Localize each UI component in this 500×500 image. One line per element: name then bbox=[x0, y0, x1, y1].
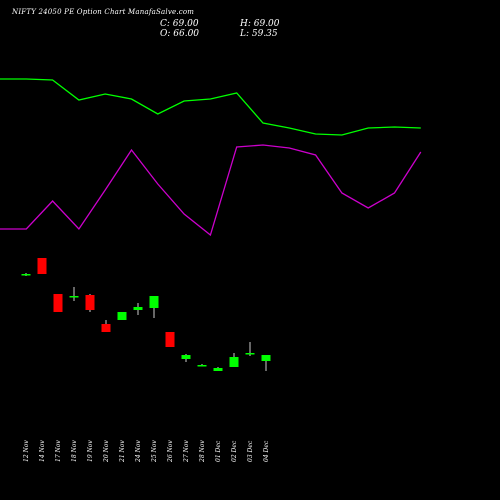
open-value: O: 66.00 bbox=[160, 29, 200, 39]
candle bbox=[261, 355, 271, 371]
candle-body bbox=[245, 353, 255, 355]
candle bbox=[165, 332, 175, 347]
candle-body bbox=[261, 355, 271, 361]
x-tick-label: 17 Nov bbox=[55, 440, 62, 462]
candle bbox=[69, 287, 79, 301]
candle-body bbox=[165, 332, 175, 347]
low-value: L: 59.35 bbox=[240, 29, 278, 39]
candle bbox=[117, 312, 127, 320]
x-tick-label: 12 Nov bbox=[23, 440, 30, 462]
candle-body bbox=[117, 312, 127, 320]
x-tick-label: 25 Nov bbox=[151, 440, 158, 463]
indicator-lines bbox=[0, 78, 422, 237]
candle bbox=[229, 353, 239, 367]
x-tick-label: 28 Nov bbox=[199, 440, 206, 463]
candle bbox=[53, 294, 63, 312]
candle bbox=[149, 296, 159, 318]
candle-body bbox=[69, 296, 79, 298]
x-tick-label: 04 Dec bbox=[263, 440, 270, 462]
candle-body bbox=[53, 294, 63, 312]
candle-body bbox=[181, 355, 191, 359]
candle bbox=[37, 258, 47, 274]
x-tick-label: 24 Nov bbox=[135, 440, 142, 463]
x-tick-label: 18 Nov bbox=[71, 440, 78, 462]
x-tick-label: 21 Nov bbox=[119, 440, 126, 463]
x-tick-label: 14 Nov bbox=[39, 440, 46, 462]
candle-body bbox=[37, 258, 47, 274]
candle bbox=[245, 342, 255, 356]
close-value: C: 69.00 bbox=[160, 19, 199, 29]
candle bbox=[101, 320, 111, 332]
chart-title: NIFTY 24050 PE Option Chart ManafaSalve.… bbox=[12, 8, 195, 16]
x-tick-label: 19 Nov bbox=[87, 440, 94, 462]
x-axis-labels: 12 Nov 14 Nov 17 Nov 18 Nov 19 Nov 20 Nov 21 N… bbox=[23, 440, 270, 463]
candle-body bbox=[85, 295, 95, 310]
candle bbox=[21, 273, 31, 276]
candle bbox=[85, 294, 95, 312]
x-tick-label: 27 Nov bbox=[183, 440, 190, 463]
candle-body bbox=[133, 307, 143, 310]
candle bbox=[197, 364, 207, 367]
candle-body bbox=[197, 365, 207, 367]
candle-body bbox=[101, 324, 111, 332]
high-value: H: 69.00 bbox=[240, 19, 280, 29]
candle-body bbox=[21, 274, 31, 276]
candle-body bbox=[229, 357, 239, 367]
candle bbox=[213, 367, 223, 371]
magenta-indicator-line bbox=[0, 144, 422, 237]
x-tick-label: 20 Nov bbox=[103, 440, 110, 463]
green-indicator-line bbox=[0, 78, 421, 136]
x-tick-label: 01 Dec bbox=[215, 440, 222, 462]
x-tick-label: 02 Dec bbox=[231, 440, 238, 462]
candles bbox=[21, 258, 271, 371]
candle-body bbox=[149, 296, 159, 308]
candle bbox=[181, 354, 191, 362]
candle-body bbox=[213, 368, 223, 371]
x-tick-label: 03 Dec bbox=[247, 440, 254, 462]
candle bbox=[133, 303, 143, 315]
x-tick-label: 26 Nov bbox=[167, 440, 174, 463]
